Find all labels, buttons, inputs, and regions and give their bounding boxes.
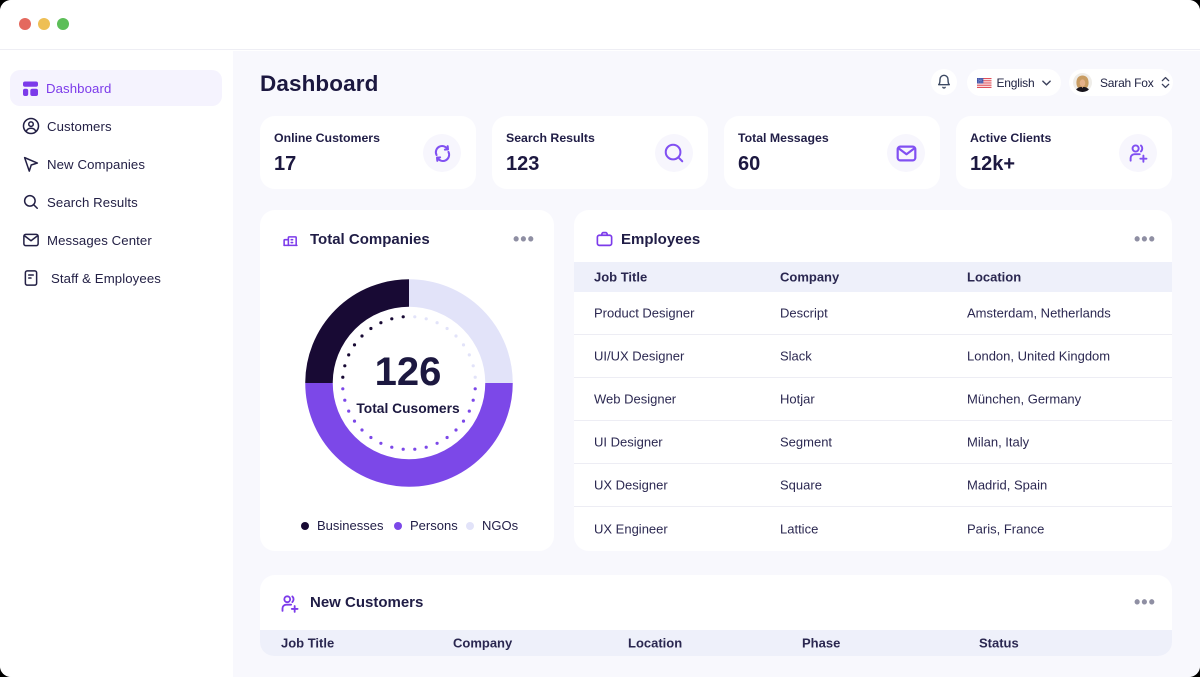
- svg-text:126: 126: [375, 350, 442, 394]
- svg-text:Total Cusomers: Total Cusomers: [356, 401, 460, 416]
